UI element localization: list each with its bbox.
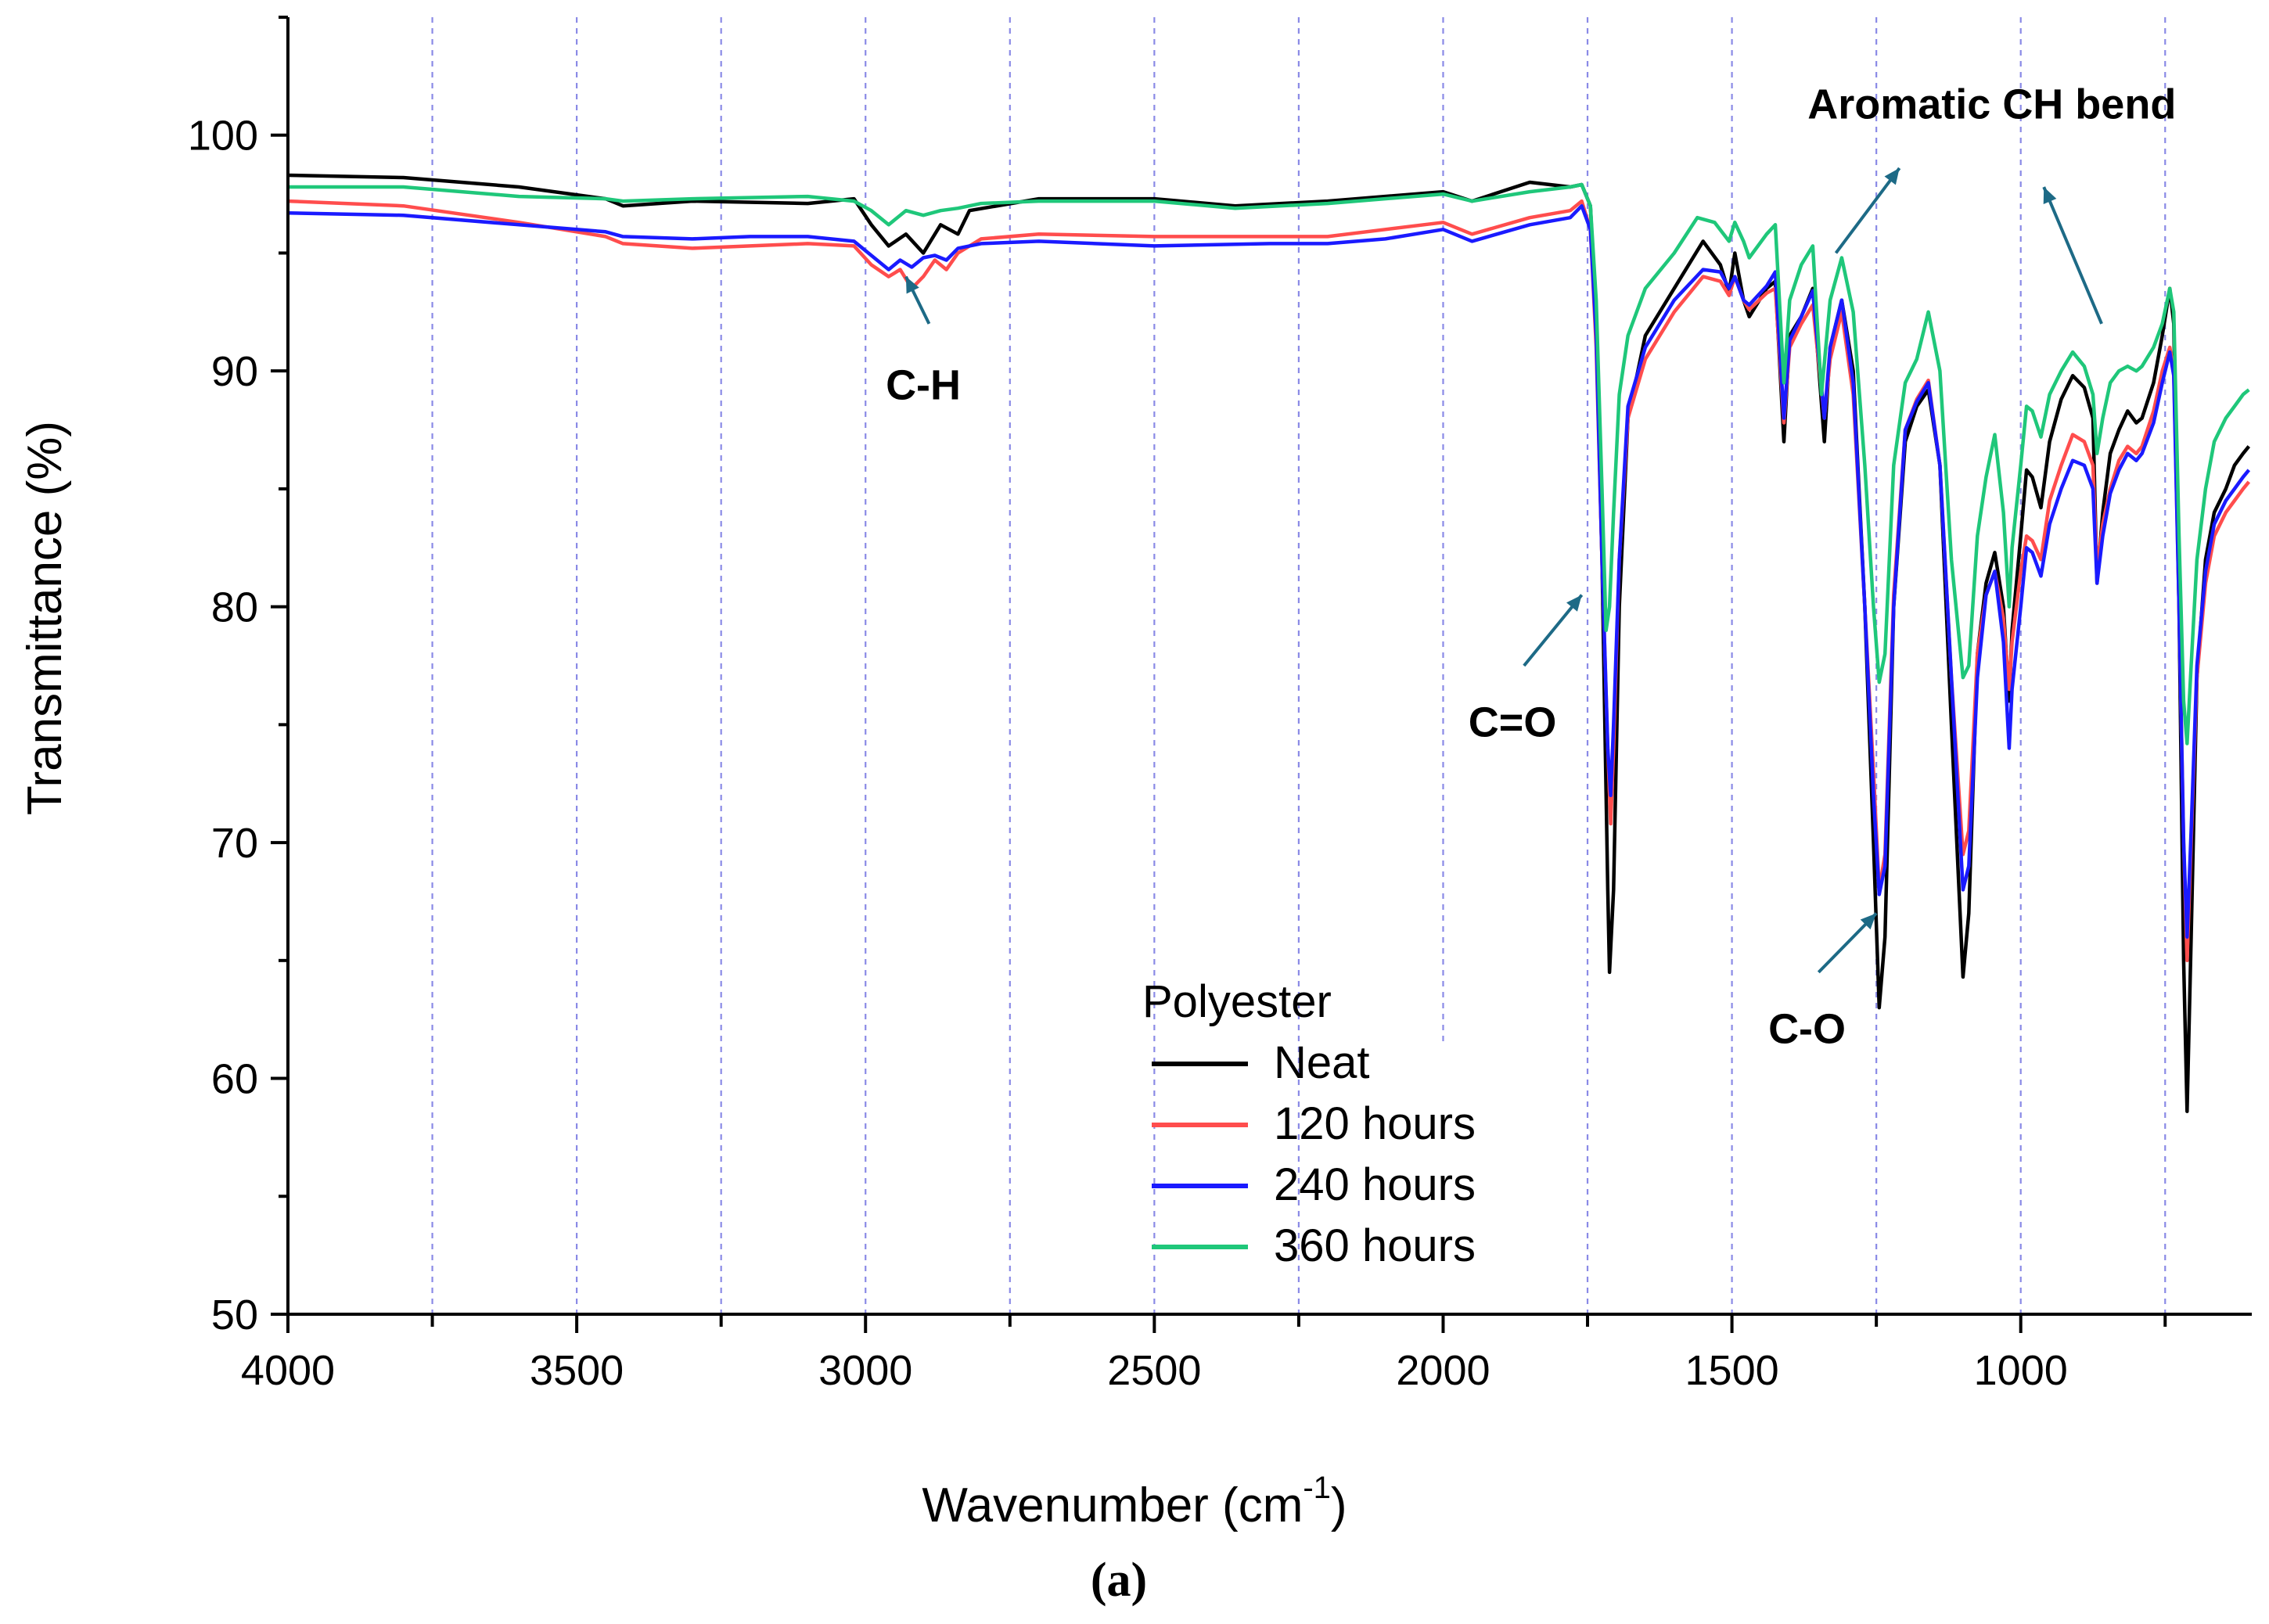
x-axis-title-superscript: -1 bbox=[1303, 1471, 1331, 1505]
annotation-arrow-shaft-4 bbox=[2042, 186, 2103, 325]
y-axis-title: Transmittance (%) bbox=[18, 421, 72, 815]
series-line-240-hours bbox=[287, 203, 2251, 939]
legend-label-1: 120 hours bbox=[1274, 1098, 1476, 1149]
annotation-arrow-head-3 bbox=[1884, 167, 1900, 185]
legend-label-0: Neat bbox=[1274, 1037, 1370, 1088]
series-lines bbox=[287, 173, 2251, 1113]
legend: Polyester Neat 120 hours 240 hours 360 hours bbox=[1142, 976, 1476, 1271]
annotation-arrow-head-2 bbox=[1860, 913, 1877, 930]
annotation-arrow-shaft-3 bbox=[1834, 167, 1901, 254]
y-tick-label-100: 100 bbox=[188, 113, 258, 160]
annotation-arrow-head-1 bbox=[1566, 595, 1582, 612]
annotation-arrow-head-4 bbox=[2043, 187, 2057, 204]
x-tick-label-2000: 2000 bbox=[1396, 1347, 1490, 1394]
y-tick-label-60: 60 bbox=[211, 1056, 258, 1103]
y-tick-label-70: 70 bbox=[211, 820, 258, 867]
series-line-120-hours bbox=[287, 199, 2251, 963]
annotation-label-2: C-O bbox=[1768, 1005, 1846, 1052]
y-tick-label-80: 80 bbox=[211, 584, 258, 631]
annotation-label-3: Aromatic CH bend bbox=[1807, 81, 2176, 128]
x-tick-label-2500: 2500 bbox=[1107, 1347, 1201, 1394]
annotation-label-0: C-H bbox=[886, 361, 961, 408]
axes: 50 60 70 80 90 100 4000 3500 3000 2500 2000 1500 100… bbox=[188, 16, 2252, 1394]
y-tick-label-50: 50 bbox=[211, 1292, 258, 1338]
x-tick-label-3500: 3500 bbox=[530, 1347, 624, 1394]
x-axis-title: Wavenumber (cm-1) bbox=[922, 1471, 1347, 1532]
legend-label-3: 360 hours bbox=[1274, 1220, 1476, 1271]
legend-title: Polyester bbox=[1142, 976, 1332, 1027]
x-axis-title-main: Wavenumber (cm bbox=[922, 1478, 1303, 1532]
x-tick-label-1500: 1500 bbox=[1685, 1347, 1779, 1394]
x-axis-title-close: ) bbox=[1331, 1478, 1347, 1532]
x-tick-label-3000: 3000 bbox=[818, 1347, 912, 1394]
x-tick-label-1000: 1000 bbox=[1974, 1347, 2068, 1394]
annotation-arrow-head-0 bbox=[905, 276, 919, 294]
y-tick-label-90: 90 bbox=[211, 348, 258, 395]
x-tick-label-4000: 4000 bbox=[241, 1347, 335, 1394]
annotations: C-H C=O C-O Aromatic CH bend bbox=[886, 81, 2176, 1053]
legend-label-2: 240 hours bbox=[1274, 1159, 1476, 1210]
series-line-360-hours bbox=[288, 182, 2250, 746]
figure-caption: (a) bbox=[1091, 1554, 1147, 1607]
annotation-label-1: C=O bbox=[1469, 699, 1557, 746]
